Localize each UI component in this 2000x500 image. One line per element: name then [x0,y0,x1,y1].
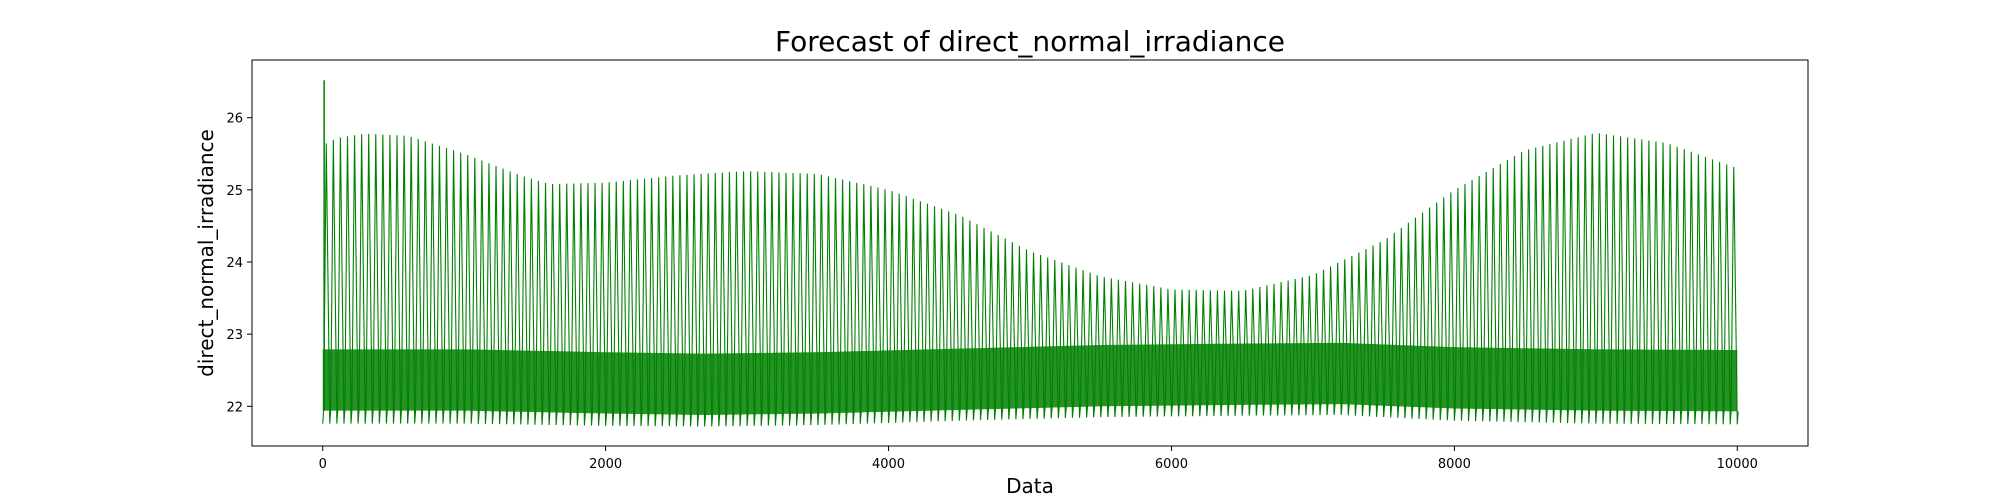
x-tick-label: 10000 [1717,457,1758,472]
series-0 [322,80,1739,427]
plot-frame [251,59,1809,447]
x-tick-label: 4000 [872,457,905,472]
chart-title: Forecast of direct_normal_irradiance [775,25,1285,58]
y-tick-label: 25 [226,184,243,199]
y-tick-label: 22 [226,400,243,415]
y-tick-label: 23 [226,328,243,343]
series-layer [322,80,1739,427]
x-tick-label: 8000 [1438,457,1471,472]
x-axis-label: Data [1006,474,1054,498]
x-axis: 0 2000 4000 6000 8000 10000 [319,446,1758,472]
series-density-band [322,342,1738,415]
y-tick-label: 26 [226,112,243,127]
y-axis-label: direct_normal_irradiance [194,129,218,377]
x-tick-label: 2000 [589,457,622,472]
x-tick-label: 6000 [1155,457,1188,472]
x-tick-label: 0 [319,457,327,472]
y-axis: 22 23 24 25 26 [226,112,252,415]
y-tick-label: 24 [226,256,243,271]
